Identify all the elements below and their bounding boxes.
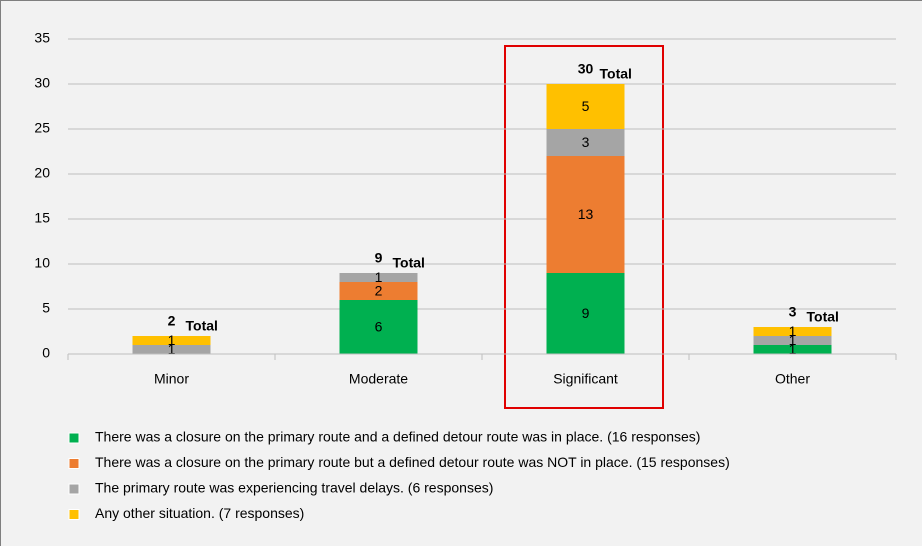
data-label: 1 [789, 341, 797, 357]
total-value: 9 [375, 250, 383, 266]
total-value: 30 [578, 61, 594, 77]
y-tick-label: 0 [42, 345, 50, 361]
legend-swatch [68, 483, 80, 495]
data-label: 3 [582, 134, 590, 150]
legend-label: There was a closure on the primary route… [95, 454, 730, 470]
data-label: 13 [578, 206, 594, 222]
data-label: 2 [375, 283, 383, 299]
bar-segment [753, 345, 832, 354]
x-tick-label: Minor [154, 371, 189, 387]
data-label: 1 [375, 269, 383, 285]
legend-swatch [68, 509, 80, 520]
data-label: 1 [168, 332, 176, 348]
data-label: 9 [582, 305, 590, 321]
legend-label: Any other situation. (7 responses) [95, 505, 304, 521]
y-tick-label: 10 [34, 255, 50, 271]
total-value: 3 [789, 304, 797, 320]
data-label: 1 [789, 332, 797, 348]
x-tick-label: Other [775, 371, 810, 387]
bar-segment [339, 282, 418, 300]
bar-segment [753, 336, 832, 345]
data-label: 1 [789, 323, 797, 339]
bar-segment [132, 336, 211, 345]
bar-segment [546, 84, 625, 129]
y-tick-label: 5 [42, 300, 50, 316]
total-label: Total [807, 309, 839, 325]
bar-segment [546, 156, 625, 273]
bar-segment [132, 345, 211, 354]
total-label: Total [186, 318, 218, 334]
y-tick-label: 30 [34, 75, 50, 91]
y-tick-label: 35 [34, 30, 50, 46]
y-tick-label: 20 [34, 165, 50, 181]
total-label: Total [393, 255, 425, 271]
highlight-box [504, 45, 664, 409]
data-label: 5 [582, 98, 590, 114]
y-tick-label: 25 [34, 120, 50, 136]
data-label: 6 [375, 319, 383, 335]
legend-label: There was a closure on the primary route… [95, 429, 700, 445]
bar-segment [753, 327, 832, 336]
x-tick-label: Moderate [349, 371, 408, 387]
bar-segment [546, 129, 625, 156]
bar-segment [339, 300, 418, 354]
total-value: 2 [168, 313, 176, 329]
x-tick-label: Significant [553, 371, 618, 387]
legend-label: The primary route was experiencing trave… [95, 480, 493, 496]
y-tick-label: 15 [34, 210, 50, 226]
legend-swatch [68, 458, 80, 469]
legend-swatch [68, 432, 80, 444]
bar-segment [339, 273, 418, 282]
total-label: Total [600, 66, 632, 82]
data-label: 1 [168, 341, 176, 357]
bar-segment [546, 273, 625, 354]
